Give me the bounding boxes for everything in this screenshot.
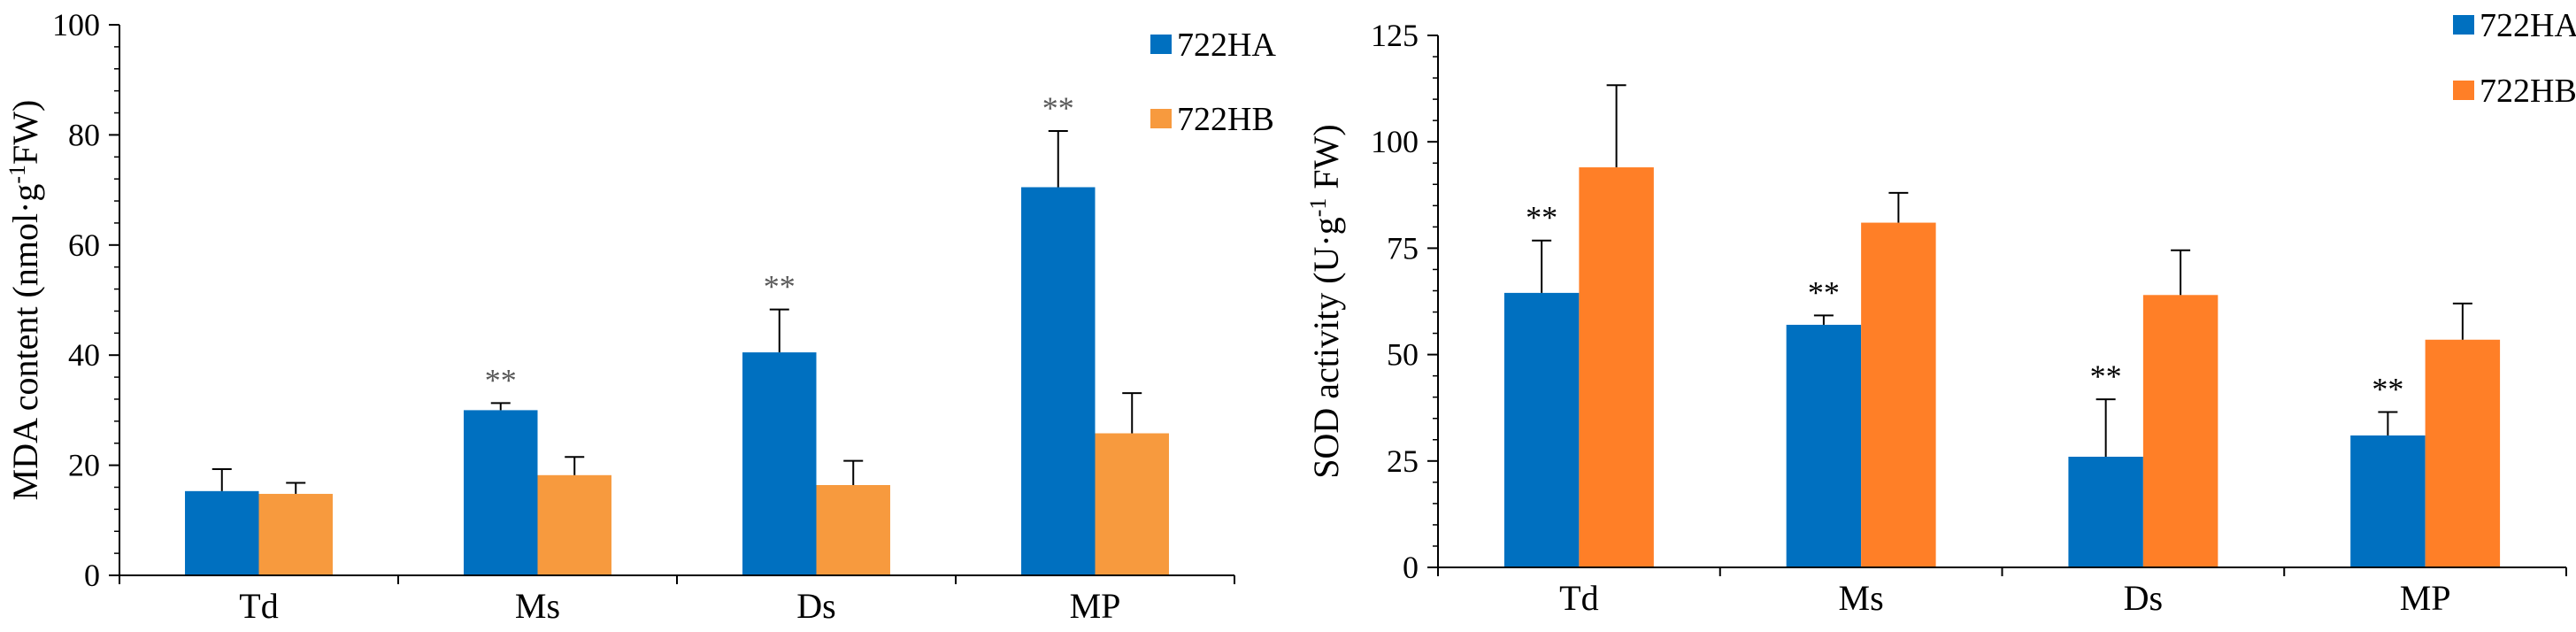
y-axis-title-tail: FW)	[1306, 124, 1346, 197]
y-tick-label-25: 25	[1387, 443, 1419, 479]
bar-722hb-td	[258, 493, 333, 575]
significance-marker-mp: **	[1042, 90, 1074, 126]
bar-722hb-ms	[1861, 222, 1936, 567]
bar-722ha-ds	[742, 352, 817, 575]
chart-1: Td ** Ms ** Ds ** MP 0 20 40 60 80 100 MDA content (n…	[4, 7, 1276, 626]
chart-2: ** Td ** Ms ** Ds ** MP 0 25 50 75 100 125 SOD activit…	[1305, 7, 2576, 618]
y-tick-label-50: 50	[1387, 337, 1419, 373]
y-axis-title: MDA content (nmol·g-1FW)	[4, 100, 45, 501]
y-axis-title: SOD activity (U·g-1 FW)	[1305, 124, 1346, 479]
significance-marker-ds: **	[2090, 358, 2122, 394]
legend-swatch-722ha	[2453, 15, 2474, 35]
bar-722hb-ds	[2142, 295, 2218, 567]
y-tick-label-100: 100	[52, 7, 100, 42]
legend: 722HA 722HB	[1150, 27, 1276, 138]
x-tick-label-td: Td	[239, 586, 278, 626]
significance-marker-ms: **	[1808, 274, 1840, 310]
legend-swatch-722hb	[2453, 81, 2474, 100]
x-tick-label-mp: MP	[1070, 586, 1121, 626]
bar-722ha-ms	[1786, 324, 1862, 567]
y-tick-label-20: 20	[68, 448, 100, 483]
legend-swatch-722hb	[1150, 109, 1172, 128]
y-tick-label-40: 40	[68, 337, 100, 373]
x-tick-label-mp: MP	[2400, 578, 2451, 618]
y-axis-title-tail: FW)	[5, 100, 45, 165]
y-axis-title-superscript: -1	[1305, 198, 1331, 218]
y-tick-label-0: 0	[1403, 550, 1419, 585]
bar-722hb-mp	[1095, 433, 1169, 575]
bar-722ha-td	[185, 490, 259, 575]
significance-marker-ds: **	[764, 269, 796, 304]
bar-722ha-td	[1503, 292, 1580, 567]
legend-label-722ha: 722HA	[1177, 27, 1276, 64]
y-tick-label-0: 0	[84, 558, 100, 593]
y-tick-label-75: 75	[1387, 230, 1419, 266]
bar-722ha-mp	[1021, 187, 1096, 576]
bar-722hb-ds	[816, 484, 890, 575]
bar-722ha-mp	[2350, 435, 2426, 567]
bar-722ha-ms	[464, 410, 538, 575]
x-tick-label-ms: Ms	[1839, 578, 1884, 618]
legend-label-722ha: 722HA	[2480, 7, 2576, 44]
x-tick-label-ds: Ds	[2124, 578, 2163, 618]
legend-label-722hb: 722HB	[2480, 73, 2576, 110]
legend-swatch-722ha	[1150, 35, 1172, 54]
bar-722hb-mp	[2425, 339, 2501, 567]
significance-marker-ms: **	[485, 362, 517, 397]
y-axis-title-main: MDA content (nmol·g	[5, 184, 45, 501]
y-tick-label-60: 60	[68, 227, 100, 263]
legend-label-722hb: 722HB	[1177, 101, 1274, 138]
significance-marker-td: **	[1526, 200, 1557, 235]
y-tick-label-80: 80	[68, 117, 100, 152]
x-tick-label-td: Td	[1559, 578, 1598, 618]
x-tick-label-ds: Ds	[796, 586, 835, 626]
legend: 722HA 722HB	[2453, 7, 2576, 110]
y-axis-title-superscript: -1	[4, 165, 30, 184]
significance-marker-mp: **	[2372, 372, 2403, 407]
y-tick-label-125: 125	[1371, 18, 1419, 53]
bar-722hb-ms	[537, 474, 611, 575]
y-tick-label-100: 100	[1371, 124, 1419, 159]
bar-722hb-td	[1579, 167, 1654, 567]
y-axis-title-main: SOD activity (U·g	[1306, 217, 1346, 479]
bar-722ha-ds	[2068, 456, 2143, 567]
x-tick-label-ms: Ms	[515, 586, 560, 626]
